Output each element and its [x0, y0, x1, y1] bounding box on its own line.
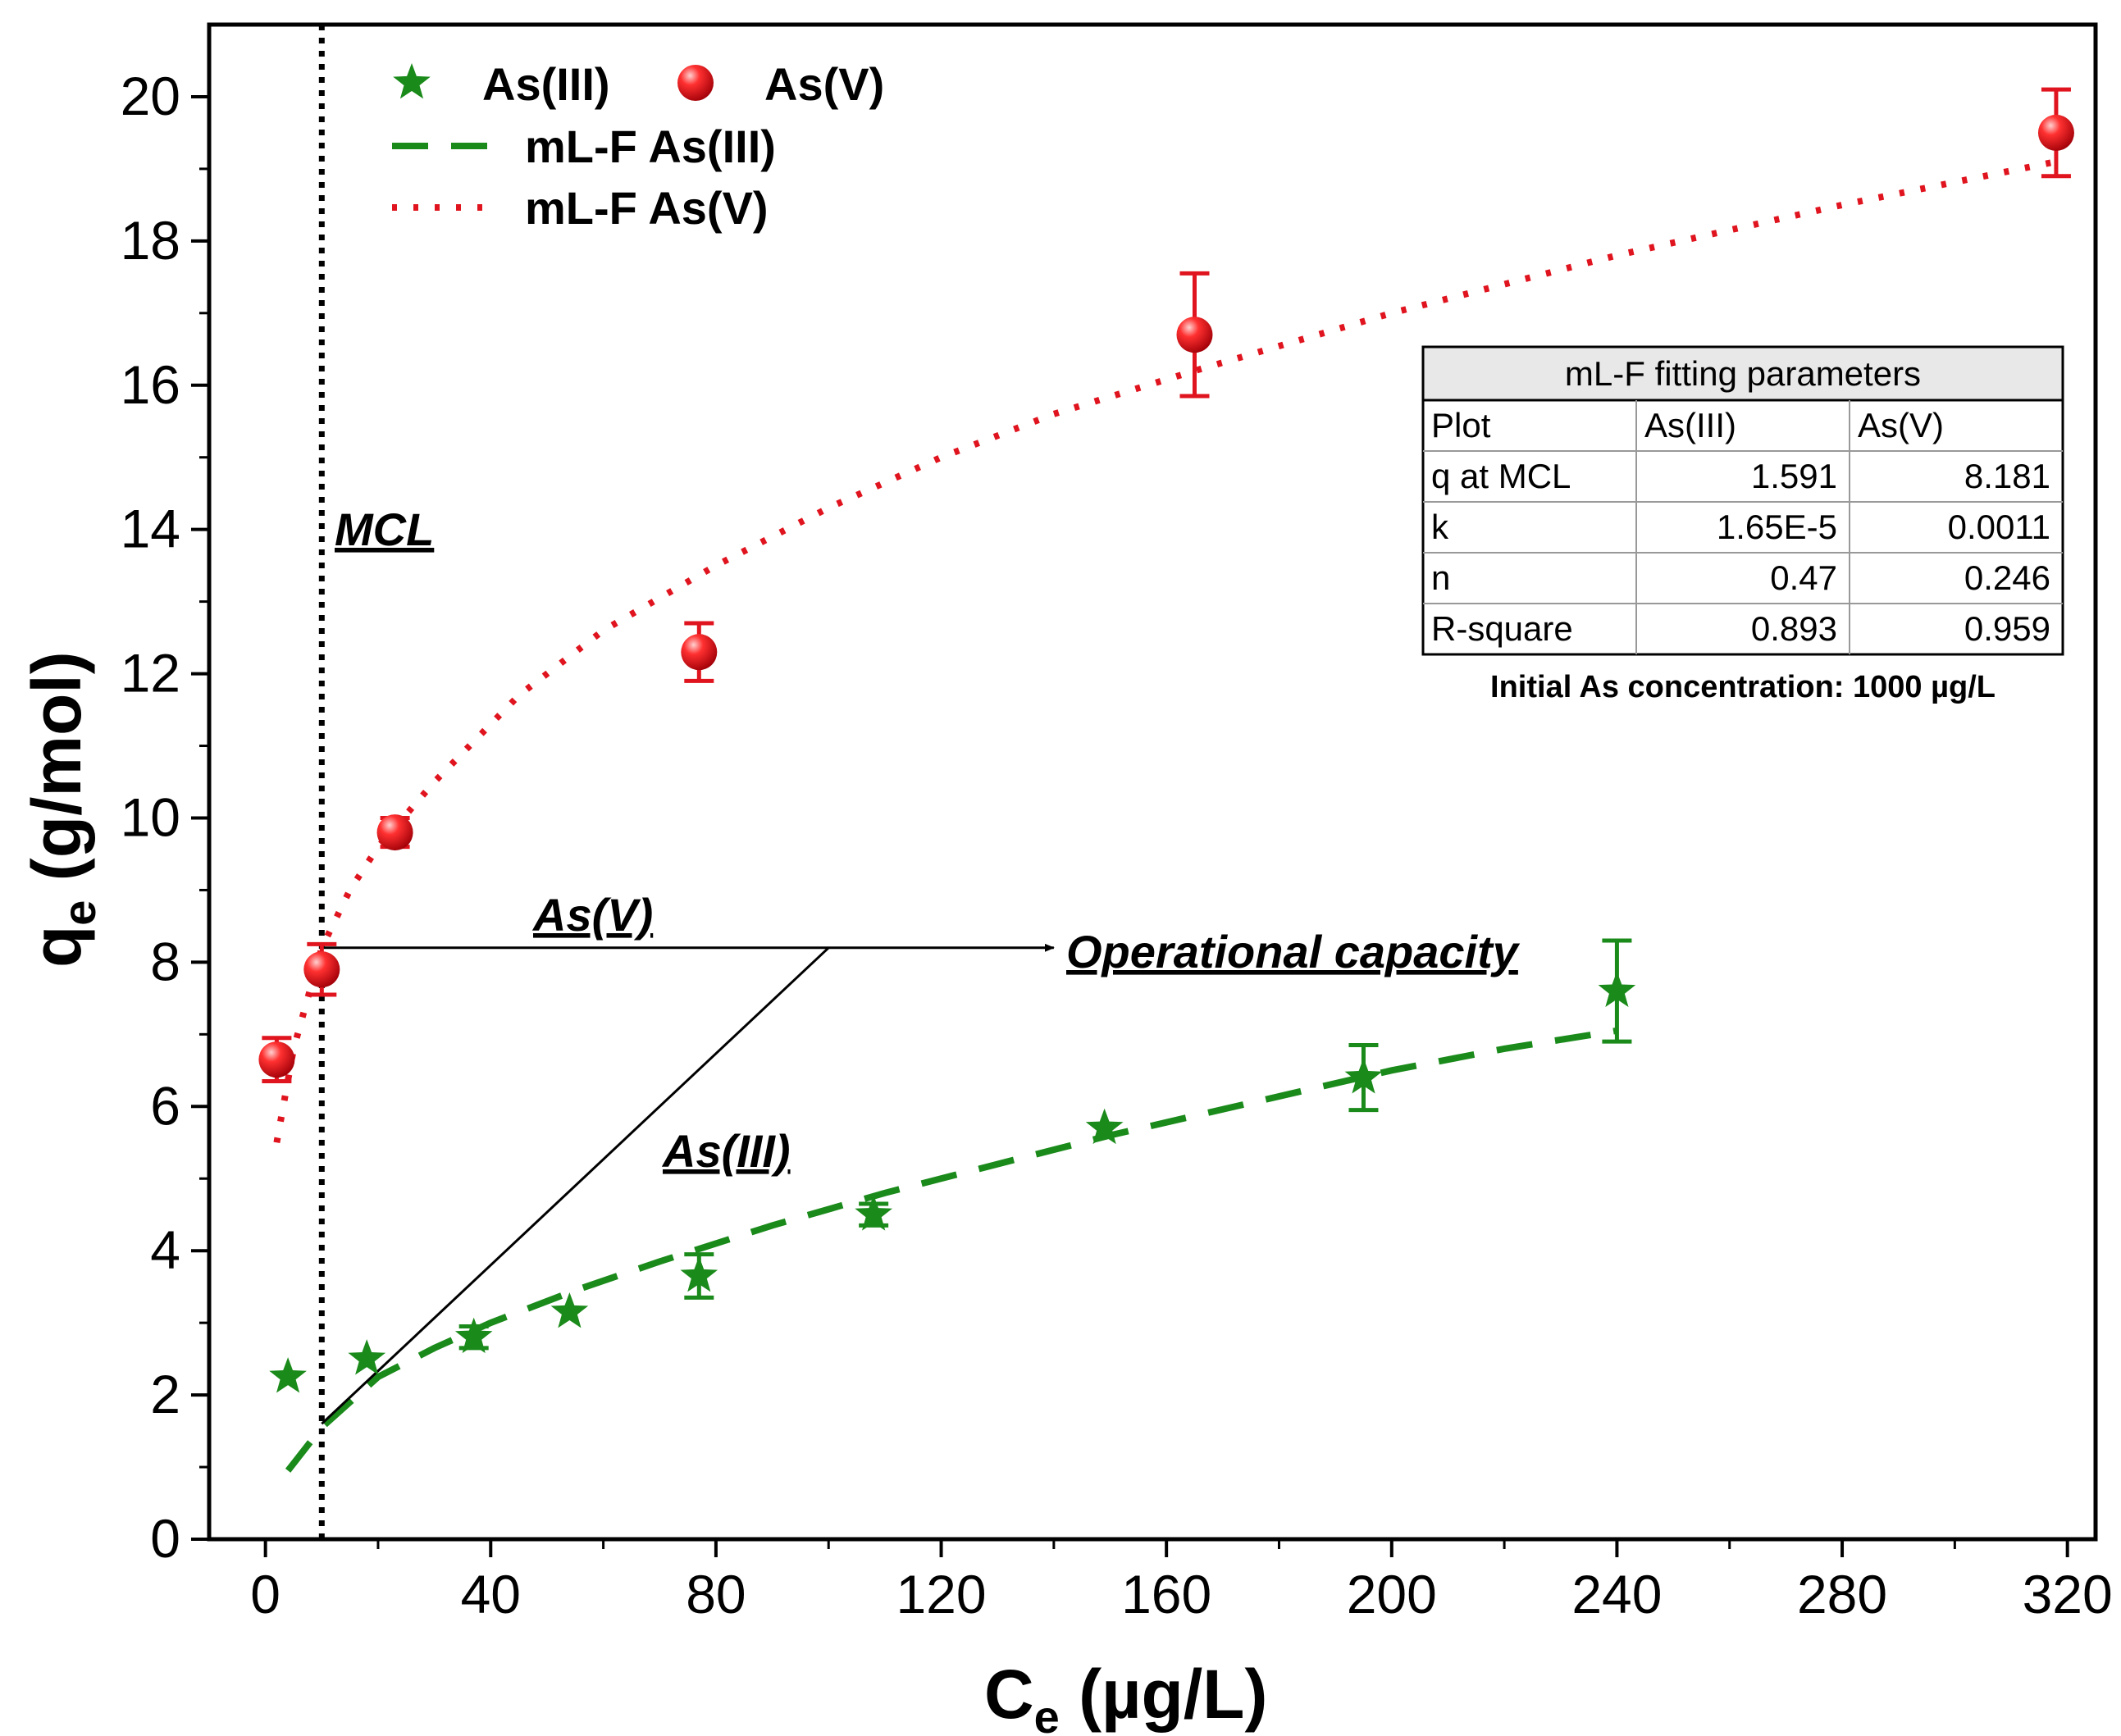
y-axis-tick-labels: 0 2 4 6 8 10 12 14 16 18 20 [121, 66, 180, 1569]
fit-line-as5 [273, 158, 2057, 1144]
y-tick-label: 8 [150, 931, 180, 991]
table-cell: 1.65E-5 [1717, 508, 1837, 546]
legend-label-as3: As(III) [482, 58, 610, 110]
star-point-as3 [348, 1339, 386, 1375]
sphere-point-as5 [1176, 317, 1213, 353]
y-tick-label: 14 [121, 499, 180, 559]
fit-line-as3 [285, 1027, 1618, 1473]
y-tick-label: 18 [121, 210, 180, 271]
operational-capacity-diagonal [321, 946, 830, 1425]
y-axis-ticks [191, 94, 209, 1541]
x-axis-title-symbol: C [984, 1656, 1034, 1733]
table-header-as5: As(V) [1858, 406, 1944, 444]
sphere-point-as5 [303, 951, 340, 988]
table-cell: 0.0011 [1948, 508, 2050, 546]
star-point-as3 [454, 1317, 493, 1354]
annotation-mcl: MCL [335, 503, 434, 555]
x-tick-label: 240 [1571, 1564, 1662, 1624]
x-tick-label: 320 [2023, 1564, 2113, 1624]
star-point-as3 [855, 1195, 892, 1231]
plot-frame [207, 22, 2098, 1542]
star-point-as3 [680, 1256, 718, 1292]
star-point-as3 [1085, 1108, 1124, 1145]
star-point-as3 [1598, 971, 1636, 1007]
x-tick-label: 280 [1797, 1564, 1887, 1624]
x-axis-ticks [263, 1539, 2069, 1557]
y-tick-label: 10 [121, 786, 180, 847]
table-cell: 1.591 [1751, 457, 1837, 495]
y-axis-title-unit: (g/mol) [18, 651, 95, 900]
x-tick-label: 120 [896, 1564, 986, 1624]
table-cell: 0.246 [1964, 558, 2050, 597]
y-tick-label: 4 [150, 1219, 180, 1280]
x-axis-tick-labels: 0 40 80 120 160 200 240 280 320 [250, 1564, 2112, 1624]
y-axis-title: qe (g/mol) [18, 651, 105, 968]
x-axis-title: Ce (µg/L) [984, 1656, 1267, 1736]
y-tick-label: 6 [150, 1075, 180, 1136]
x-tick-label: 200 [1347, 1564, 1437, 1624]
y-tick-label: 2 [150, 1364, 180, 1424]
annotation-as5: As(V) [531, 889, 653, 941]
legend: As(III) As(V) mL-F As(III) mL-F As(V) [392, 58, 884, 234]
table-cell: R-square [1431, 609, 1573, 648]
y-tick-label: 16 [121, 354, 180, 415]
x-tick-label: 40 [461, 1564, 521, 1624]
star-point-as3 [550, 1292, 589, 1328]
table-cell: 0.893 [1751, 609, 1837, 648]
star-point-as3 [269, 1357, 307, 1393]
table-header-plot: Plot [1431, 406, 1491, 444]
table-cell: k [1431, 508, 1449, 546]
table-body [1421, 399, 2064, 656]
y-axis-title-symbol: q [18, 926, 95, 968]
x-axis-title-unit: (µg/L) [1060, 1656, 1268, 1733]
table-cell: 0.47 [1770, 558, 1837, 597]
table-header-as3: As(III) [1644, 406, 1736, 444]
table-title-cell [1421, 345, 2064, 402]
legend-label-fit-as3: mL-F As(III) [525, 121, 776, 172]
table-cell: q at MCL [1431, 457, 1571, 495]
sphere-point-as5 [681, 634, 718, 671]
legend-label-as5: As(V) [764, 58, 884, 110]
x-tick-label: 80 [686, 1564, 746, 1624]
fit-curves [273, 158, 2057, 1473]
table-cell: 8.181 [1964, 457, 2050, 495]
y-axis-title-subscript: e [53, 900, 105, 926]
table-title: mL-F fitting parameters [1565, 354, 1921, 393]
star-point-as3 [1344, 1058, 1383, 1094]
y-tick-label: 12 [121, 643, 180, 704]
table-cell: n [1431, 558, 1450, 597]
annotation-as3: As(III) [661, 1125, 791, 1177]
operational-capacity-arrows [321, 943, 1055, 1425]
sphere-point-as5 [376, 814, 413, 851]
x-tick-label: 160 [1121, 1564, 1211, 1624]
x-axis-title-subscript: e [1034, 1691, 1060, 1736]
table-cell: 0.959 [1964, 609, 2050, 648]
annotation-operational-capacity: Operational capacity [1066, 926, 1521, 977]
data-points [258, 87, 2074, 1393]
parameter-table: mL-F fitting parameters Plot As(III) As(… [1421, 345, 2064, 704]
legend-star-marker [393, 63, 431, 99]
legend-label-fit-as5: mL-F As(V) [525, 182, 769, 234]
x-tick-label: 0 [250, 1564, 281, 1624]
y-tick-label: 20 [121, 66, 180, 126]
legend-sphere-marker [677, 65, 714, 101]
y-tick-label: 0 [150, 1508, 180, 1569]
sphere-point-as5 [258, 1041, 295, 1078]
table-note: Initial As concentration: 1000 µg/L [1490, 670, 1996, 704]
sphere-point-as5 [2037, 114, 2074, 151]
